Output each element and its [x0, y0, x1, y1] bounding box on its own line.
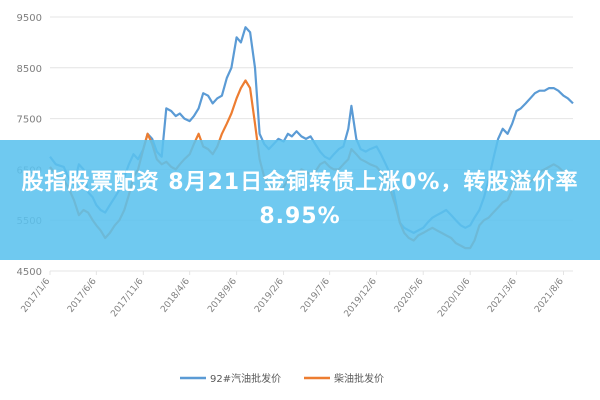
legend-label: 92#汽油批发价 — [210, 372, 281, 385]
y-tick-label: 4500 — [17, 267, 42, 278]
x-tick-label: 2017/6/6 — [66, 276, 99, 314]
x-tick-label: 2017/11/6 — [109, 276, 145, 319]
x-tick-label: 2020/10/6 — [436, 276, 472, 319]
x-tick-label: 2021/3/6 — [486, 276, 519, 314]
y-tick-label: 9500 — [17, 13, 42, 24]
x-tick-label: 2019/12/6 — [343, 276, 379, 319]
headline-title: 股指股票配资 8月21日金铜转债上涨0%，转股溢价率8.95% — [21, 170, 579, 229]
headline-banner: 股指股票配资 8月21日金铜转债上涨0%，转股溢价率8.95% — [0, 140, 600, 260]
y-tick-label: 7500 — [17, 115, 42, 126]
x-tick-label: 2018/4/6 — [159, 276, 192, 314]
legend-label: 柴油批发价 — [334, 372, 384, 385]
x-tick-label: 2017/1/6 — [20, 276, 53, 314]
x-tick-label: 2018/9/6 — [206, 276, 239, 314]
legend: 92#汽油批发价 柴油批发价 — [180, 372, 384, 385]
y-tick-label: 8500 — [17, 64, 42, 75]
x-axis-tick-labels: 2017/1/6 2017/6/6 2017/11/6 2018/4/6 2018/9/… — [20, 271, 566, 319]
x-tick-label: 2021/8/6 — [533, 276, 566, 314]
x-tick-label: 2019/2/6 — [253, 276, 286, 314]
x-tick-label: 2019/7/6 — [299, 276, 332, 314]
x-tick-label: 2020/5/6 — [393, 276, 426, 314]
